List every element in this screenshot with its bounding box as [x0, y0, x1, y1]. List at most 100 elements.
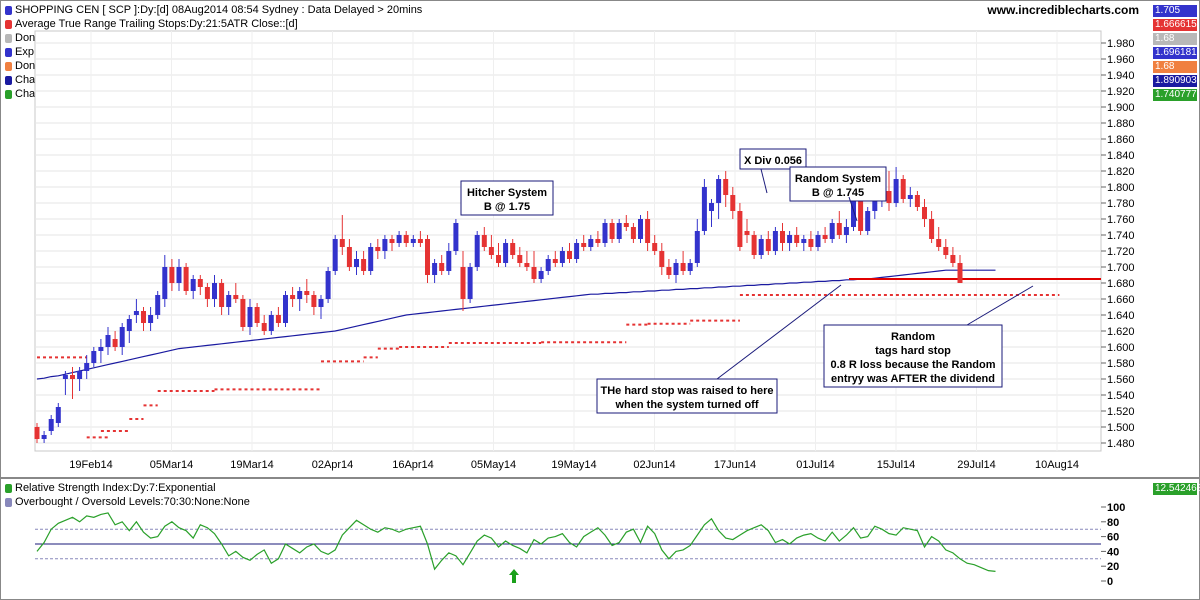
legend-swatch	[5, 61, 12, 71]
random-buy-annotation	[789, 166, 887, 202]
candle-body	[162, 267, 168, 299]
y-tick-label: 1.520	[1107, 406, 1135, 418]
candle-body	[957, 263, 963, 283]
candle-body	[396, 235, 402, 243]
random-buy-annotation-text: Random System	[795, 173, 881, 185]
candle-body	[84, 363, 90, 371]
candle-body	[808, 239, 814, 247]
candle-body	[559, 251, 565, 263]
y-tick-label: 1.960	[1107, 54, 1135, 66]
candle-body	[410, 239, 416, 243]
candle-body	[829, 223, 835, 239]
candle-body	[283, 295, 288, 323]
y-tick-label: 1.480	[1107, 438, 1135, 450]
candle-body	[297, 291, 303, 299]
candle-body	[701, 187, 707, 231]
candle-body	[41, 435, 47, 439]
xdiv-annotation-text: X Div 0.056	[744, 155, 802, 167]
candle-body	[91, 351, 97, 363]
candle-body	[432, 263, 438, 275]
x-tick-label: 19May14	[551, 459, 596, 471]
candle-body	[758, 239, 764, 255]
rsi-y-tick-label: 40	[1107, 546, 1119, 558]
candle-body	[481, 235, 487, 247]
candle-body	[311, 295, 317, 307]
candle-body	[261, 323, 267, 331]
candle-body	[318, 299, 324, 307]
candle-body	[510, 243, 516, 255]
rsi-chart: 0 20 40 60 80 100	[35, 502, 1125, 588]
candle-body	[219, 283, 225, 307]
rsi-y-tick-label: 80	[1107, 517, 1119, 529]
x-tick-label: 10Aug14	[1035, 459, 1079, 471]
price-tag: 1.740777	[1153, 89, 1197, 101]
hard-stop-pointer	[716, 284, 842, 380]
ema-line	[36, 269, 996, 380]
candle-body	[929, 219, 935, 239]
legend-label: Average True Range Trailing Stops:Dy:21:…	[15, 18, 298, 30]
candle-body	[368, 247, 374, 271]
candle-body	[339, 239, 345, 247]
buy-arrow-icon	[509, 569, 519, 583]
candle-body	[496, 255, 501, 263]
candle-body	[609, 223, 615, 239]
candle-body	[190, 279, 196, 291]
x-tick-label: 29Jul14	[957, 459, 996, 471]
y-tick-label: 1.980	[1107, 38, 1135, 50]
candle-body	[865, 211, 871, 231]
candle-body	[453, 223, 459, 251]
candle-body	[48, 419, 54, 431]
legend-swatch	[5, 19, 12, 29]
price-tag: 1.705	[1153, 5, 1197, 17]
price-legend-item[interactable]: Average True Range Trailing Stops:Dy:21:…	[5, 17, 422, 31]
random-stop-annotation-text: tags hard stop	[875, 345, 951, 357]
candle-body	[425, 239, 430, 275]
website-label[interactable]: www.incrediblecharts.com	[987, 3, 1139, 17]
candle-body	[730, 195, 736, 211]
candle-body	[694, 231, 700, 263]
x-tick-label: 17Jun14	[714, 459, 756, 471]
candle-body	[325, 271, 331, 299]
y-tick-label: 1.920	[1107, 86, 1135, 98]
candle-body	[737, 211, 743, 247]
candle-body	[155, 295, 161, 315]
y-tick-label: 1.680	[1107, 278, 1135, 290]
candle-body	[226, 295, 232, 307]
candle-body	[922, 207, 927, 219]
hitcher-annotation-text: B @ 1.75	[484, 201, 530, 213]
x-tick-label: 01Jul14	[796, 459, 835, 471]
candle-body	[623, 223, 629, 227]
price-legend-item[interactable]: SHOPPING CEN [ SCP ]:Dy:[d] 08Aug2014 08…	[5, 3, 422, 17]
legend-swatch	[5, 75, 12, 85]
legend-swatch	[5, 47, 12, 57]
y-tick-label: 1.800	[1107, 182, 1135, 194]
random-stop-annotation-text: 0.8 R loss because the Random	[830, 359, 995, 371]
candle-body	[503, 243, 509, 263]
rsi-legend-item[interactable]: Relative Strength Index:Dy:7:Exponential	[5, 481, 250, 495]
candle-body	[630, 227, 636, 239]
candle-body	[765, 239, 771, 251]
candle-body	[204, 287, 210, 299]
rsi-value-tag: 12.542468	[1153, 483, 1200, 495]
candle-body	[126, 319, 132, 331]
candle-body	[744, 231, 750, 235]
candle-body	[34, 427, 40, 439]
candle-body	[354, 259, 359, 267]
price-tag: 1.68	[1153, 33, 1197, 45]
candle-body	[652, 243, 658, 251]
y-tick-label: 1.620	[1107, 326, 1135, 338]
x-tick-label: 02Jun14	[633, 459, 675, 471]
price-tag: 1.68	[1153, 61, 1197, 73]
hard-stop-annotation-text: THe hard stop was raised to here	[601, 385, 774, 397]
candle-body	[815, 235, 821, 247]
candle-body	[304, 291, 310, 295]
candle-body	[133, 311, 139, 315]
rsi-legend-item[interactable]: Overbought / Oversold Levels:70:30:None:…	[5, 495, 250, 509]
candle-body	[275, 315, 281, 323]
candle-body	[616, 223, 622, 239]
candle-body	[247, 307, 253, 327]
candle-body	[474, 235, 480, 267]
candle-body	[780, 231, 785, 243]
legend-label: SHOPPING CEN [ SCP ]:Dy:[d] 08Aug2014 08…	[15, 4, 423, 16]
y-tick-label: 1.900	[1107, 102, 1135, 114]
